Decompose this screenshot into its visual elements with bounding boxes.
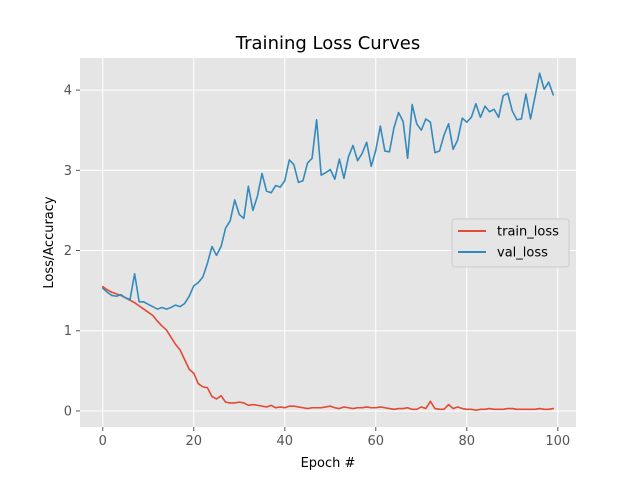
y-axis-label: Loss/Accuracy — [42, 196, 57, 289]
x-tick-label: 20 — [185, 434, 202, 449]
x-axis-label: Epoch # — [301, 456, 356, 471]
x-axis: 0 20 40 60 80 100 — [99, 427, 570, 449]
series-line-val-loss — [101, 72, 555, 310]
y-axis: 0 1 2 3 4 — [64, 84, 80, 419]
y-tick-label: 3 — [64, 164, 72, 179]
x-tick-label: 80 — [459, 434, 476, 449]
y-tick-label: 4 — [64, 84, 72, 99]
x-tick-label: 0 — [99, 434, 107, 449]
legend-label-train-loss: train_loss — [497, 225, 559, 240]
series-lines — [101, 72, 555, 411]
series-line-train-loss — [101, 285, 555, 411]
y-tick-label: 1 — [64, 324, 72, 339]
x-tick-label: 40 — [276, 434, 293, 449]
x-tick-label: 100 — [545, 434, 570, 449]
chart-title: Training Loss Curves — [235, 33, 420, 54]
legend: train_loss val_loss — [451, 218, 570, 268]
legend-label-val-loss: val_loss — [497, 246, 548, 261]
y-tick-label: 2 — [64, 244, 72, 259]
y-tick-label: 0 — [64, 404, 72, 419]
x-tick-label: 60 — [368, 434, 385, 449]
